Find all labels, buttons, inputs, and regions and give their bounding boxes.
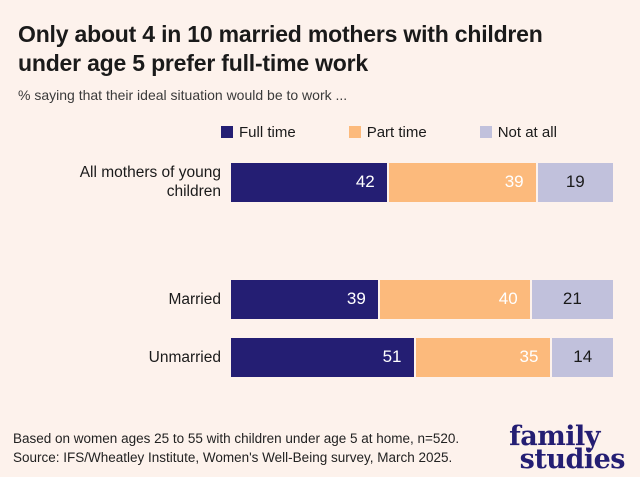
legend-item-full-time: Full time (221, 124, 296, 141)
chart-row-unmarried: Unmarried 51 35 14 (0, 337, 640, 377)
value-label: 40 (498, 289, 518, 309)
footer-base-line: Based on women ages 25 to 55 with childr… (13, 431, 460, 447)
chart-row-married: Married 39 40 21 (0, 279, 640, 319)
value-label: 35 (519, 347, 539, 367)
bar-segment-part-time: 40 (379, 279, 530, 319)
bar-segment-full-time: 39 (231, 279, 378, 319)
footer-note: Based on women ages 25 to 55 with childr… (13, 430, 459, 467)
bar-segment-part-time: 35 (415, 337, 551, 377)
logo-word-family: family (509, 420, 600, 452)
chart-subtitle: % saying that their ideal situation woul… (18, 86, 348, 103)
category-label: All mothers of young children (79, 164, 221, 201)
value-label: 51 (382, 347, 402, 367)
legend-label: Full time (239, 123, 296, 141)
legend-label: Part time (366, 123, 427, 141)
legend-item-not-at-all: Not at all (479, 123, 557, 141)
bar-segment-full-time: 51 (231, 337, 414, 377)
stacked-bar-chart: All mothers of young children 42 39 19 M… (0, 162, 640, 377)
chart-legend: Full time Part time Not at all (221, 123, 640, 141)
value-label: 21 (562, 289, 582, 309)
legend-label: Not at all (497, 123, 557, 141)
category-label: Unmarried (148, 348, 221, 366)
footer-source-line: Source: IFS/Wheatley Institute, Women's … (13, 449, 453, 465)
bar-segment-not-at-all: 14 (552, 337, 613, 377)
bar-segment-full-time: 42 (231, 162, 387, 202)
chart-title: Only about 4 in 10 married mothers with … (18, 21, 543, 76)
value-label: 19 (565, 172, 585, 192)
full-time-swatch-icon (221, 126, 233, 139)
bar-all-mothers: 42 39 19 (231, 162, 613, 202)
bar-segment-part-time: 39 (388, 162, 536, 202)
value-label: 39 (504, 172, 524, 192)
logo-word-studies: studies (519, 443, 626, 475)
legend-item-part-time: Part time (348, 123, 427, 141)
chart-header: Only about 4 in 10 married mothers with … (0, 0, 640, 103)
value-label: 14 (573, 347, 593, 367)
chart-row-all-mothers: All mothers of young children 42 39 19 (0, 162, 640, 202)
category-label: Married (168, 290, 221, 308)
not-at-all-swatch-icon (479, 126, 492, 139)
bar-segment-not-at-all: 19 (537, 162, 613, 202)
part-time-swatch-icon (348, 126, 361, 139)
family-studies-logo: family studies (509, 420, 626, 475)
value-label: 39 (346, 289, 366, 309)
value-label: 42 (355, 172, 375, 192)
bar-married: 39 40 21 (231, 279, 613, 319)
bar-unmarried: 51 35 14 (231, 337, 613, 377)
bar-segment-not-at-all: 21 (531, 279, 613, 319)
